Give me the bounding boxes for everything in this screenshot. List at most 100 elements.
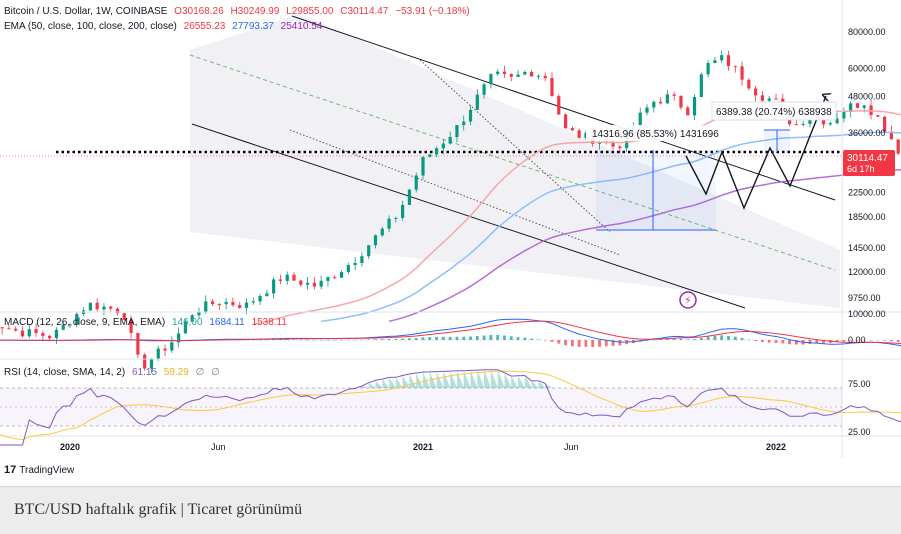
candle-body [740, 66, 744, 80]
macd-bar [699, 337, 703, 340]
candle-body [197, 312, 201, 316]
candle-body [821, 116, 826, 125]
macd-bar [333, 339, 337, 341]
candle-body [699, 74, 703, 98]
time-axis[interactable]: 2020Jun2021Jun2022Jun2023Jun2024 [60, 442, 901, 452]
candle-body [115, 308, 120, 314]
macd-bar [618, 340, 622, 346]
macd-bar [747, 339, 751, 341]
candle-body [448, 137, 452, 144]
ema-legend[interactable]: EMA (50, close, 100, close, 200, close) … [4, 21, 326, 32]
macd-bar [482, 335, 486, 340]
macd-bar [883, 340, 887, 341]
candle-body [312, 282, 316, 287]
candle-body [652, 101, 656, 108]
candle-body [75, 313, 79, 325]
price-tag-bg [843, 150, 895, 176]
rsi-label[interactable]: RSI (14, close, SMA, 14, 2) [4, 367, 126, 378]
tradingview-brand[interactable]: 17 TradingView [4, 464, 74, 476]
tradingview-logo-icon: 17 [4, 464, 17, 476]
candle-body [686, 107, 690, 116]
macd-bar [774, 340, 778, 343]
macd-bar [299, 339, 303, 341]
main-legend[interactable]: Bitcoin / U.S. Dollar, 1W, COINBASE O301… [4, 6, 474, 17]
macd-bar [577, 340, 581, 347]
lightning-icon[interactable] [679, 291, 697, 309]
symbol-title[interactable]: Bitcoin / U.S. Dollar, 1W, COINBASE [4, 6, 168, 17]
macd-bar [781, 340, 785, 344]
ohlc-open: O30168.26 [174, 6, 224, 17]
macd-bar [720, 335, 724, 340]
candle-body [883, 116, 887, 132]
macd-bar [679, 338, 683, 340]
macd-bar [890, 340, 893, 342]
macd-bar [414, 337, 418, 340]
macd-bar [822, 340, 825, 344]
candle-body [638, 112, 642, 126]
candle-body [394, 217, 398, 219]
macd-label[interactable]: MACD (12, 26, close, 9, EMA, EMA) [4, 317, 166, 328]
candle-body [733, 66, 737, 68]
candle-body [421, 156, 425, 176]
candle-body [842, 111, 846, 119]
candle-body [720, 55, 724, 61]
price-tick-8: 60000.00 [848, 63, 886, 73]
candle-body [584, 132, 588, 138]
candle-body [0, 327, 4, 329]
candle-body [692, 97, 697, 116]
ema-label[interactable]: EMA (50, close, 100, close, 200, close) [4, 21, 177, 32]
macd-bar [489, 335, 493, 340]
measure-2-label: 6389.38 (20.74%) 638938 [716, 107, 832, 118]
macd-bar [258, 339, 262, 341]
macd-bar [374, 339, 377, 340]
candle-body [367, 245, 371, 257]
macd-bar [740, 338, 744, 340]
candle-body [373, 235, 378, 246]
macd-bar [319, 339, 323, 341]
candle-body [835, 118, 839, 124]
macd-bar [340, 339, 343, 341]
candle-body [618, 146, 622, 149]
rsi-ma-line [0, 370, 901, 441]
btc-weekly-chart[interactable]: 14316.96 (85.53%) 1431696 6389.38 (20.74… [0, 0, 901, 486]
rsi-legend[interactable]: RSI (14, close, SMA, 14, 2) 61.15 59.29 … [4, 367, 224, 378]
macd-bar [428, 337, 432, 340]
macd-bar [849, 340, 853, 341]
macd-bar [761, 340, 764, 343]
candle-body [876, 115, 880, 117]
ohlc-change: −53.91 (−0.18%) [395, 6, 470, 17]
macd-legend[interactable]: MACD (12, 26, close, 9, EMA, EMA) 146.00… [4, 317, 291, 328]
ohlc-high: H30249.99 [230, 6, 280, 17]
price-axis[interactable]: 9750.00 12000.00 14500.00 18500.00 22500.00 3… [848, 27, 886, 437]
candle-body [570, 128, 574, 131]
macd-bar [713, 335, 717, 340]
macd-bar [842, 340, 846, 342]
candle-body [441, 143, 445, 149]
candle-body [774, 98, 778, 100]
rsi-value: 61.15 [131, 367, 157, 378]
candle-body [889, 131, 894, 140]
candle-body [360, 256, 364, 263]
macd-bar [598, 340, 601, 347]
rsi-overbought-fill [287, 369, 553, 388]
macd-bar [665, 338, 669, 340]
macd-bar [496, 334, 500, 340]
ema200-value: 25410.54 [280, 21, 323, 32]
candle-body [414, 175, 418, 190]
candle-body [7, 328, 11, 330]
candle-body [278, 279, 283, 281]
macd-signal-line [0, 320, 901, 345]
macd-bar [265, 339, 269, 341]
macd-bar [808, 340, 812, 345]
candle-body [244, 302, 249, 308]
macd-bar [550, 340, 554, 342]
candle-body [455, 125, 459, 138]
candle-body [156, 348, 160, 360]
candle-body [190, 315, 194, 322]
macd-bar [448, 336, 452, 340]
candle-body [95, 302, 99, 310]
candle-body [767, 98, 771, 101]
candle-body [319, 280, 323, 287]
candle-body [658, 101, 663, 104]
caption-text: BTC/USD haftalık grafik | Ticaret görünü… [14, 501, 303, 518]
